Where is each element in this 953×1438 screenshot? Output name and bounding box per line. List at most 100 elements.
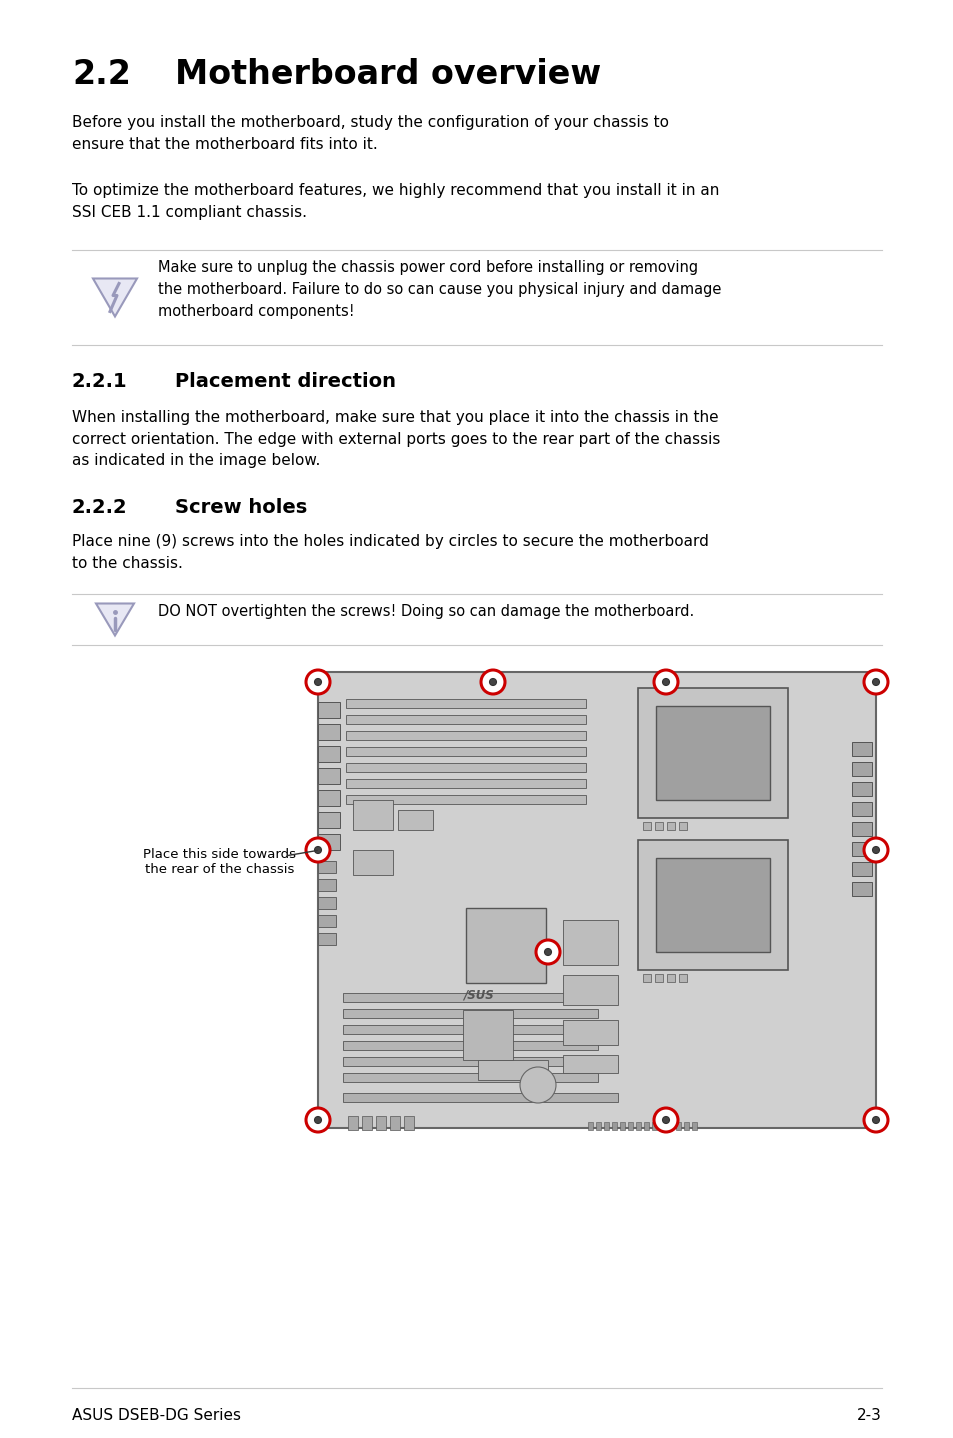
Bar — [667, 1122, 672, 1130]
Text: /SUS: /SUS — [462, 988, 494, 1001]
Bar — [655, 974, 662, 982]
Circle shape — [863, 670, 887, 695]
Circle shape — [661, 679, 669, 686]
Text: DO NOT overtighten the screws! Doing so can damage the motherboard.: DO NOT overtighten the screws! Doing so … — [158, 604, 694, 618]
Circle shape — [654, 670, 678, 695]
Bar — [343, 994, 598, 1002]
Bar — [683, 1122, 688, 1130]
Bar — [346, 764, 585, 772]
Bar — [317, 834, 339, 850]
Bar — [656, 706, 769, 800]
Circle shape — [314, 679, 321, 686]
Bar — [562, 920, 618, 965]
Bar — [317, 723, 339, 741]
Bar — [317, 812, 339, 828]
Bar — [619, 1122, 624, 1130]
Bar — [353, 800, 393, 830]
Bar — [346, 715, 585, 723]
Bar — [679, 974, 686, 982]
Bar — [691, 1122, 697, 1130]
Bar — [317, 768, 339, 784]
Bar — [346, 779, 585, 788]
Bar — [397, 810, 433, 830]
Bar — [603, 1122, 608, 1130]
Text: Screw holes: Screw holes — [174, 498, 307, 518]
Bar — [851, 742, 871, 756]
Bar — [636, 1122, 640, 1130]
Bar — [317, 746, 339, 762]
Text: Make sure to unplug the chassis power cord before installing or removing
the mot: Make sure to unplug the chassis power co… — [158, 260, 720, 319]
Bar — [638, 687, 787, 818]
Circle shape — [863, 838, 887, 861]
Circle shape — [863, 1109, 887, 1132]
Circle shape — [306, 670, 330, 695]
Bar — [655, 823, 662, 830]
Circle shape — [544, 949, 551, 955]
Text: 2.2: 2.2 — [71, 58, 131, 91]
Bar — [851, 782, 871, 797]
Bar — [317, 879, 335, 892]
Bar — [343, 1093, 618, 1102]
Circle shape — [480, 670, 504, 695]
Circle shape — [872, 679, 879, 686]
Bar — [638, 840, 787, 971]
Circle shape — [661, 1116, 669, 1123]
Bar — [851, 802, 871, 815]
Bar — [343, 1041, 598, 1050]
Bar — [642, 974, 650, 982]
Bar — [851, 861, 871, 876]
Bar — [656, 858, 769, 952]
Bar — [643, 1122, 648, 1130]
Bar — [343, 1057, 598, 1066]
Circle shape — [306, 1109, 330, 1132]
Circle shape — [519, 1067, 556, 1103]
Bar — [346, 795, 585, 804]
Bar — [403, 1116, 414, 1130]
Text: 2.2.2: 2.2.2 — [71, 498, 128, 518]
Circle shape — [314, 1116, 321, 1123]
Bar — [676, 1122, 680, 1130]
Bar — [562, 975, 618, 1005]
Circle shape — [872, 1116, 879, 1123]
Bar — [346, 746, 585, 756]
Bar — [343, 1025, 598, 1034]
Bar — [651, 1122, 657, 1130]
Bar — [346, 731, 585, 741]
Bar — [642, 823, 650, 830]
Bar — [666, 823, 675, 830]
Bar — [462, 1009, 513, 1060]
Bar — [343, 1009, 598, 1018]
Bar — [587, 1122, 593, 1130]
Bar — [317, 702, 339, 718]
Bar — [562, 1055, 618, 1073]
Text: 2.2.1: 2.2.1 — [71, 372, 128, 391]
Bar — [851, 823, 871, 835]
Bar — [612, 1122, 617, 1130]
Text: Place nine (9) screws into the holes indicated by circles to secure the motherbo: Place nine (9) screws into the holes ind… — [71, 533, 708, 571]
Bar — [390, 1116, 399, 1130]
Bar — [851, 843, 871, 856]
Circle shape — [872, 847, 879, 854]
Text: To optimize the motherboard features, we highly recommend that you install it in: To optimize the motherboard features, we… — [71, 183, 719, 220]
Bar — [353, 850, 393, 874]
Bar — [346, 699, 585, 707]
Text: Place this side towards
the rear of the chassis: Place this side towards the rear of the … — [143, 848, 296, 876]
Bar — [348, 1116, 357, 1130]
Text: When installing the motherboard, make sure that you place it into the chassis in: When installing the motherboard, make su… — [71, 410, 720, 469]
Polygon shape — [96, 604, 133, 636]
Circle shape — [489, 679, 496, 686]
Bar — [317, 672, 875, 1127]
Text: Motherboard overview: Motherboard overview — [174, 58, 600, 91]
Bar — [361, 1116, 372, 1130]
Bar — [666, 974, 675, 982]
Bar — [317, 915, 335, 928]
Bar — [317, 861, 335, 873]
Circle shape — [306, 838, 330, 861]
Bar — [317, 933, 335, 945]
Bar — [679, 823, 686, 830]
Text: Before you install the motherboard, study the configuration of your chassis to
e: Before you install the motherboard, stud… — [71, 115, 668, 151]
Text: ASUS DSEB-DG Series: ASUS DSEB-DG Series — [71, 1408, 241, 1424]
Circle shape — [536, 940, 559, 963]
Bar — [317, 789, 339, 807]
Bar — [627, 1122, 633, 1130]
